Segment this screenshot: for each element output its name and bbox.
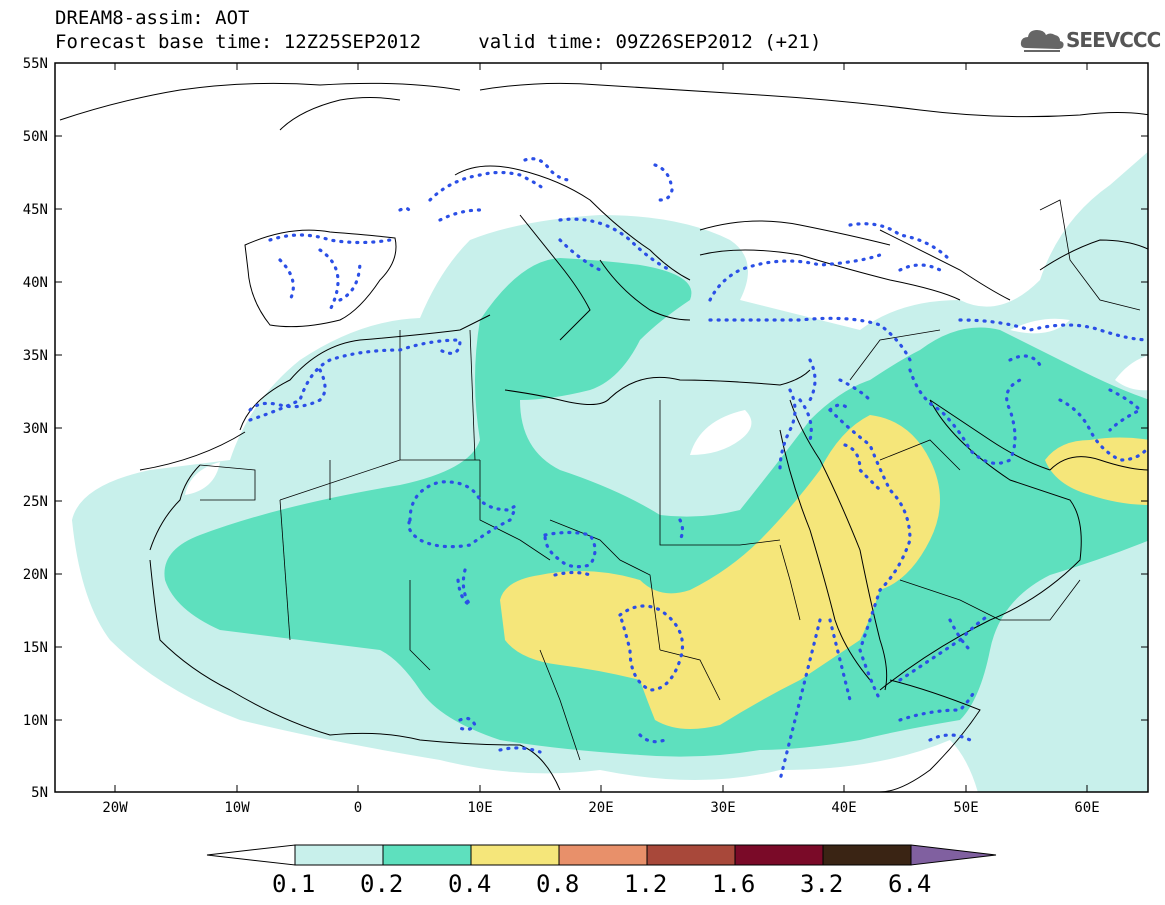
lon-label: 30E — [710, 800, 735, 816]
colorbar-label: 0.1 — [272, 870, 316, 898]
aot-level-0.4 — [500, 415, 940, 729]
lat-label: 30N — [23, 421, 48, 437]
colorbar-label: 3.2 — [800, 870, 844, 898]
lat-label: 25N — [23, 494, 48, 510]
aot-fields — [59, 82, 1148, 792]
observation-contours — [248, 157, 1148, 782]
colorbar-label: 0.4 — [448, 870, 492, 898]
colorbar-bin — [382, 844, 472, 866]
lon-label: 60E — [1074, 800, 1099, 816]
lat-label: 55N — [23, 56, 48, 72]
aot-level-0.4 — [1045, 437, 1148, 505]
base-time: Forecast base time: 12Z25SEP2012 — [55, 31, 422, 53]
lat-label: 40N — [23, 275, 48, 291]
colorbar-label: 0.8 — [536, 870, 580, 898]
lon-label: 10E — [467, 800, 492, 816]
coastlines — [59, 82, 1148, 792]
colorbar-low-arrow — [206, 844, 296, 866]
lat-label: 50N — [23, 129, 48, 145]
colorbar-bin — [734, 844, 824, 866]
lon-label: 10W — [224, 800, 250, 816]
colorbar-high-arrow — [910, 844, 997, 866]
aot-clear-area — [690, 410, 752, 455]
lat-label: 15N — [23, 640, 48, 656]
lon-label: 0 — [354, 800, 362, 816]
lat-label: 5N — [31, 785, 48, 801]
lon-label: 50E — [953, 800, 978, 816]
colorbar-label: 1.6 — [712, 870, 756, 898]
logo-text: SEEVCCC — [1066, 28, 1161, 52]
colorbar-bin — [294, 844, 384, 866]
lat-label: 20N — [23, 567, 48, 583]
cloud-icon — [1020, 30, 1064, 52]
lon-label: 20E — [588, 800, 613, 816]
colorbar-bin — [470, 844, 560, 866]
aot-clear-area — [1115, 355, 1148, 391]
colorbar-bin — [558, 844, 648, 866]
map-title: DREAM8-assim: AOT — [55, 7, 250, 29]
colorbar-label: 0.2 — [360, 870, 404, 898]
aot-clear-area — [185, 462, 220, 495]
colorbar-bin — [822, 844, 912, 866]
lat-label: 35N — [23, 348, 48, 364]
colorbar — [206, 844, 997, 866]
seevccc-logo: SEEVCCC — [1018, 24, 1161, 54]
lon-label: 20W — [102, 800, 128, 816]
colorbar-bin — [646, 844, 736, 866]
latitude-axis: 55N 50N 45N 40N 35N 30N 25N 20N 15N 10N … — [23, 56, 1148, 801]
colorbar-label: 1.2 — [624, 870, 668, 898]
lat-label: 10N — [23, 713, 48, 729]
country-borders — [199, 199, 1141, 761]
valid-time: valid time: 09Z26SEP2012 (+21) — [478, 31, 822, 53]
lat-label: 45N — [23, 202, 48, 218]
lon-label: 40E — [831, 800, 856, 816]
longitude-axis: 20W 10W 0 10E 20E 30E 40E 50E 60E — [102, 63, 1100, 816]
colorbar-label: 6.4 — [888, 870, 932, 898]
map-time-info: Forecast base time: 12Z25SEP2012 valid t… — [55, 32, 821, 52]
